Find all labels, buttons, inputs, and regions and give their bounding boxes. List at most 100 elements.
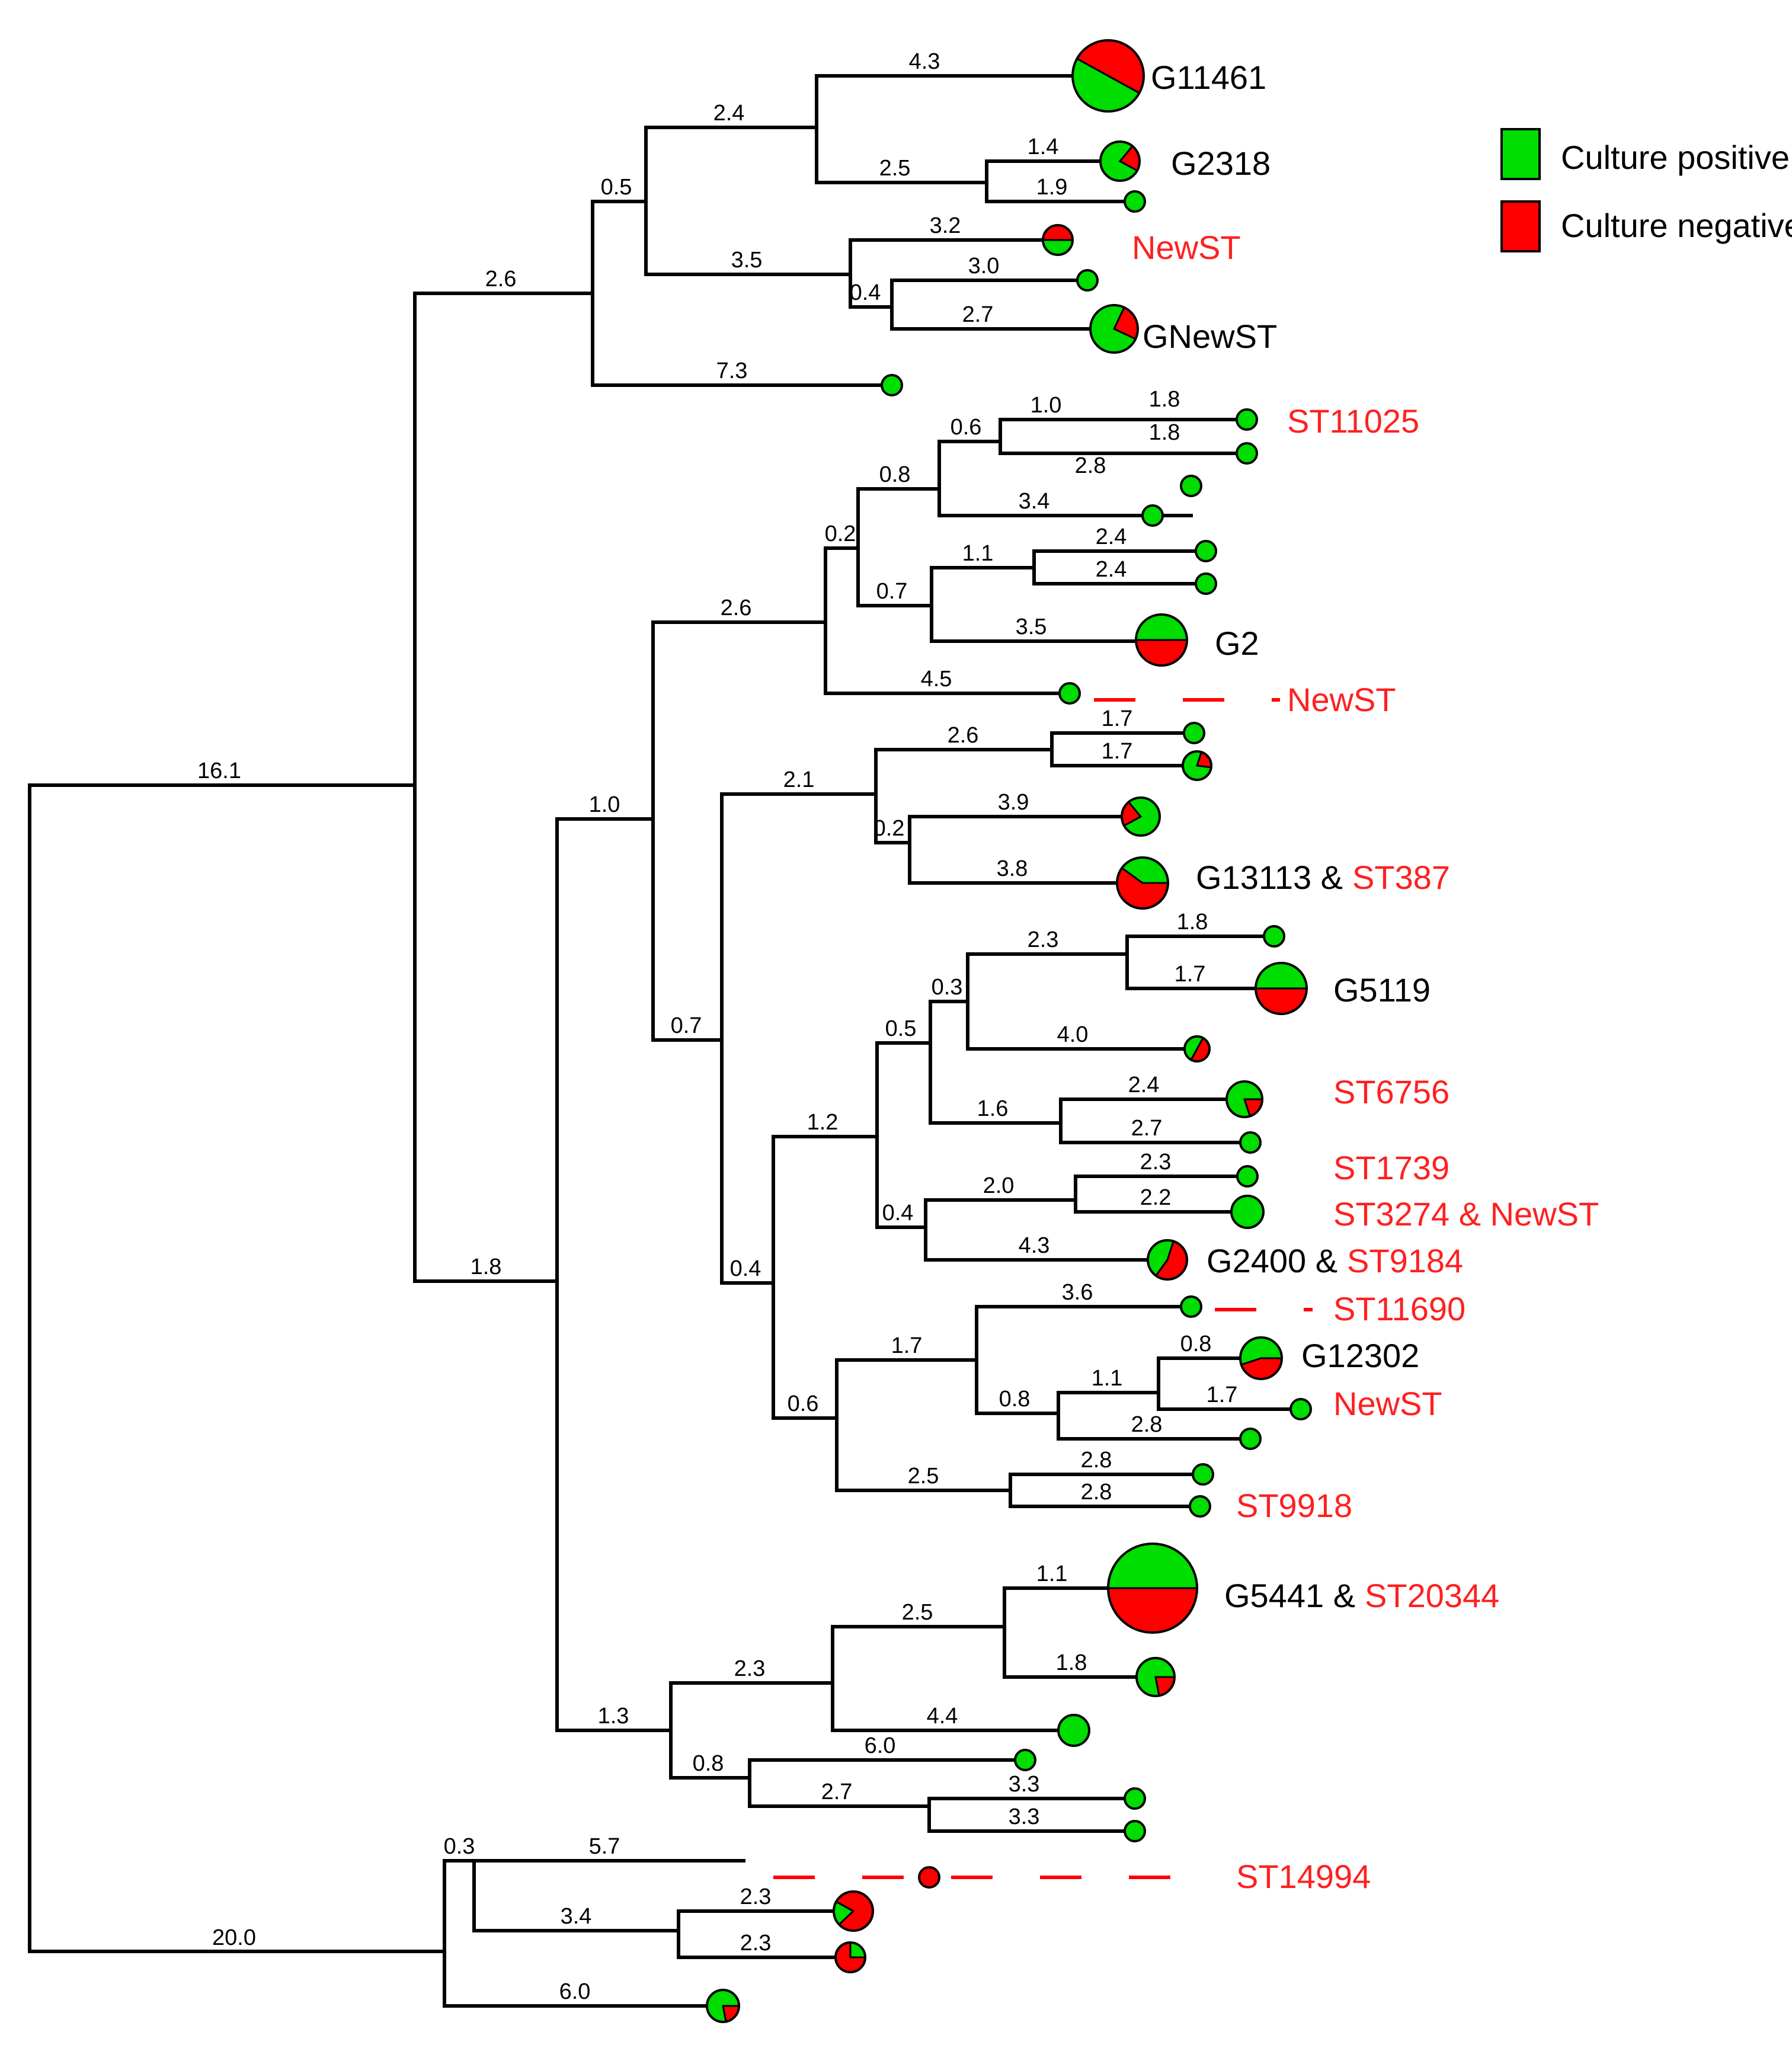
tip-pie-base: [1060, 683, 1080, 703]
label-st11025: ST11025: [1287, 402, 1419, 440]
branch-length-label: 2.4: [1128, 1073, 1160, 1097]
branch-length-label: 0.6: [951, 415, 982, 440]
branch-length-label: 3.4: [561, 1904, 592, 1929]
branch-length-label: 0.3: [444, 1834, 475, 1859]
tip-pie-outline: [1236, 442, 1258, 465]
branch-length-label: 2.8: [1081, 1480, 1112, 1505]
tip-pie-outline: [1195, 540, 1217, 562]
tip-pie: [1189, 1495, 1211, 1518]
tip-pie: [1192, 1463, 1214, 1486]
tip-pie-outline: [1255, 962, 1308, 1015]
branch-length-label: 3.3: [1009, 1804, 1040, 1829]
tip-pie-outline: [1230, 1195, 1265, 1229]
tip-pie-outline: [1192, 1463, 1214, 1486]
branch-length-label: 2.3: [740, 1931, 772, 1956]
branch-length-label: 2.7: [1131, 1116, 1163, 1141]
tip-pie: [1195, 540, 1217, 562]
branch-length-label: 4.3: [1019, 1233, 1050, 1258]
legend-swatch-negative: [1500, 200, 1541, 252]
tip-pie-outline: [881, 374, 903, 396]
label-g2: G2: [1215, 625, 1259, 662]
tip-pie-base: [1196, 541, 1216, 561]
tree-branches: [28, 74, 1303, 2008]
tip-pie-base: [1240, 1132, 1260, 1153]
branch-length-label: 2.4: [713, 101, 745, 126]
tip-pie: [834, 1941, 866, 1973]
branch-length-label: 0.3: [932, 975, 963, 1000]
label-g5441: G5441 &: [1224, 1577, 1355, 1614]
branch-length-label: 4.5: [921, 667, 952, 692]
tip-pie-outline: [1183, 722, 1205, 744]
tip-pie-base: [1237, 1166, 1257, 1186]
branch-length-label: 0.4: [850, 280, 881, 305]
branch-length-label: 1.4: [1028, 135, 1059, 159]
label-gnewst: GNewST: [1143, 318, 1277, 355]
tip-pie-base: [1058, 1715, 1089, 1746]
branch-length-label: 2.0: [983, 1173, 1015, 1198]
branch-length-label: 1.8: [1177, 910, 1208, 935]
tip-pie: [1263, 925, 1285, 948]
tip-pie-outline: [1099, 140, 1141, 182]
tip-pie-outline: [706, 1989, 740, 2023]
branch-length-label: 0.4: [882, 1201, 914, 1225]
label-g11461: G11461: [1151, 59, 1266, 96]
tip-pie-base: [1181, 1297, 1201, 1317]
branch-length-label: 3.2: [930, 213, 961, 238]
branch-length-label: 2.4: [1096, 524, 1127, 549]
legend-label-negative: Culture negative: [1561, 207, 1792, 244]
tip-pie-base: [1264, 926, 1284, 946]
label-g5441-st20344: G5441 & ST20344: [1224, 1577, 1499, 1614]
tip-pie-base: [1015, 1750, 1035, 1770]
tip-pie-outline: [1183, 1035, 1211, 1063]
branch-length-label: 1.7: [1102, 739, 1133, 764]
tip-pie-base: [1125, 1788, 1145, 1809]
tip-pie-negative-slice: [1135, 639, 1188, 667]
branch-length-label: 1.9: [1036, 175, 1068, 200]
tip-pie-outline: [1124, 1820, 1146, 1842]
branch-length-label: 7.3: [716, 359, 748, 383]
tip-pie-negative-slice: [1042, 224, 1074, 241]
tip-pie-base: [1196, 574, 1216, 594]
branch-length-label: 1.0: [589, 792, 620, 817]
branch-length-label: 0.5: [601, 175, 632, 200]
tip-pie: [1225, 1080, 1263, 1118]
label-st11690: ST11690: [1333, 1290, 1465, 1327]
tip-pie-base: [1190, 1496, 1210, 1516]
tip-pie: [1124, 1820, 1146, 1842]
tip-pie: [1255, 962, 1308, 1015]
tip-pie: [1289, 1398, 1312, 1420]
label-st9184: ST9184: [1347, 1242, 1463, 1279]
tip-pie-outline: [1141, 504, 1164, 527]
tip-pie: [1014, 1749, 1036, 1771]
tip-pie: [1236, 408, 1258, 431]
dashed-leaders: [773, 698, 1313, 1879]
tip-pie-outline: [1239, 1428, 1262, 1450]
branch-length-label: 1.1: [1092, 1366, 1123, 1391]
tip-pie-base: [1143, 505, 1163, 526]
label-st1739: ST1739: [1333, 1149, 1449, 1186]
legend: Culture positive Culture negative: [1500, 128, 1792, 252]
tip-pie-outline: [1225, 1080, 1263, 1118]
branch-length-label: 4.4: [927, 1704, 958, 1729]
tip-pie-outline: [1089, 304, 1139, 354]
label-g13113-st387: G13113 & ST387: [1196, 859, 1450, 896]
tip-pie-outline: [1057, 1714, 1090, 1747]
tip-pie-outline: [1263, 925, 1285, 948]
tip-pie-base: [1181, 476, 1201, 496]
branch-length-label: 1.1: [1036, 1561, 1068, 1586]
branch-length-label: 3.5: [1016, 615, 1047, 639]
branch-length-label: 2.8: [1075, 453, 1106, 478]
tip-pie-outline: [1121, 796, 1161, 837]
label-g2400: G2400 &: [1207, 1242, 1337, 1279]
branch-length-label: 2.8: [1081, 1448, 1112, 1473]
tip-pie-base: [919, 1867, 939, 1887]
branch-length-label: 4.0: [1057, 1022, 1089, 1047]
legend-label-positive: Culture positive: [1561, 139, 1790, 176]
tip-pie: [1195, 572, 1217, 595]
branch-length-label: 2.3: [1028, 927, 1059, 952]
label-newst-3: NewST: [1333, 1385, 1442, 1422]
tip-pie-base: [1240, 1429, 1260, 1449]
tip-pie: [706, 1989, 740, 2023]
branch-length-label: 2.3: [1140, 1150, 1172, 1175]
branch-length-label: 2.6: [948, 723, 979, 748]
